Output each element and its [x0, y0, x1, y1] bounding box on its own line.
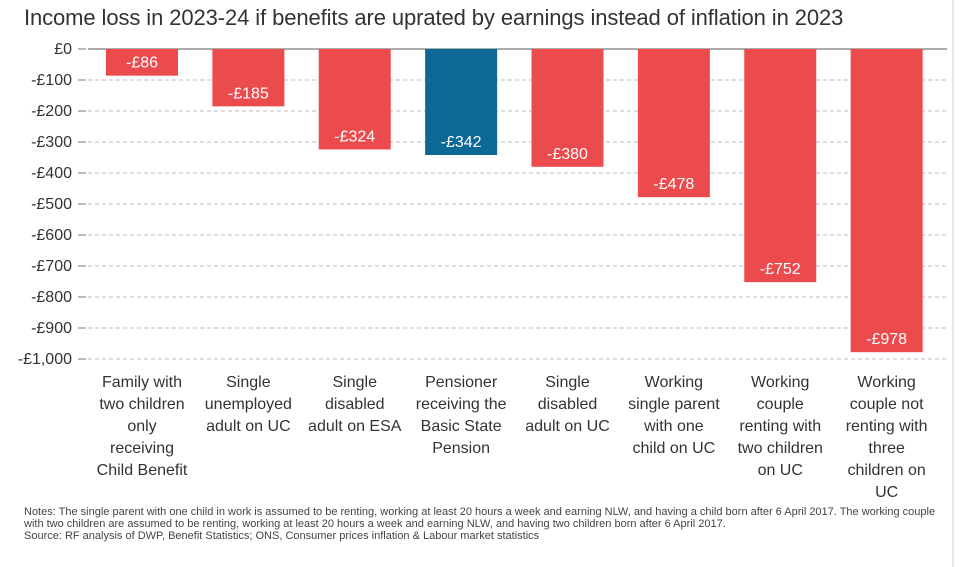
chart-notes: Notes: The single parent with one child … [24, 506, 944, 542]
y-tick-label: -£400 [31, 165, 72, 182]
x-category-label: Pensioner receiving the Basic State Pension [416, 374, 507, 457]
notes-text: Notes: The single parent with one child … [24, 506, 936, 530]
x-category-label: Family with two children only receiving Chil… [97, 374, 188, 479]
y-tick-label: -£500 [31, 196, 72, 213]
y-tick-label: -£200 [31, 103, 72, 120]
x-category-label: Single disabled adult on ESA [308, 374, 402, 435]
data-label: -£478 [653, 176, 694, 193]
bar [531, 49, 604, 167]
y-tick-label: -£100 [31, 72, 72, 89]
source-text: Source: RF analysis of DWP, Benefit Stat… [24, 530, 540, 542]
bar [212, 49, 285, 107]
data-label: -£342 [441, 134, 482, 151]
bar [318, 49, 391, 150]
y-tick-label: -£900 [31, 320, 72, 337]
x-category-label: Single unemployed adult on UC [205, 374, 292, 435]
bar [637, 49, 710, 198]
y-tick-label: -£700 [31, 258, 72, 275]
data-label: -£324 [334, 128, 375, 145]
x-category-label: Working single parent with one child on UC [628, 374, 720, 457]
data-label: -£978 [866, 331, 907, 348]
data-label: -£752 [760, 261, 801, 278]
x-category-label: Working couple renting with two children on … [738, 374, 823, 479]
data-label: -£86 [126, 55, 158, 72]
bar [106, 49, 178, 76]
x-category-label: Working couple not renting with three childr… [846, 374, 928, 501]
chart-title: Income loss in 2023-24 if benefits are u… [24, 5, 844, 30]
y-tick-label: -£600 [31, 227, 72, 244]
data-label: -£185 [228, 85, 269, 102]
right-border [952, 0, 954, 567]
y-tick-label: -£1,000 [18, 351, 72, 368]
x-category-label: Single disabled adult on UC [525, 374, 610, 435]
bar [425, 49, 498, 156]
bar [744, 49, 817, 283]
data-label: -£380 [547, 146, 588, 163]
y-tick-label: £0 [54, 41, 72, 58]
bar [850, 49, 923, 353]
y-tick-label: -£800 [31, 289, 72, 306]
y-tick-label: -£300 [31, 134, 72, 151]
